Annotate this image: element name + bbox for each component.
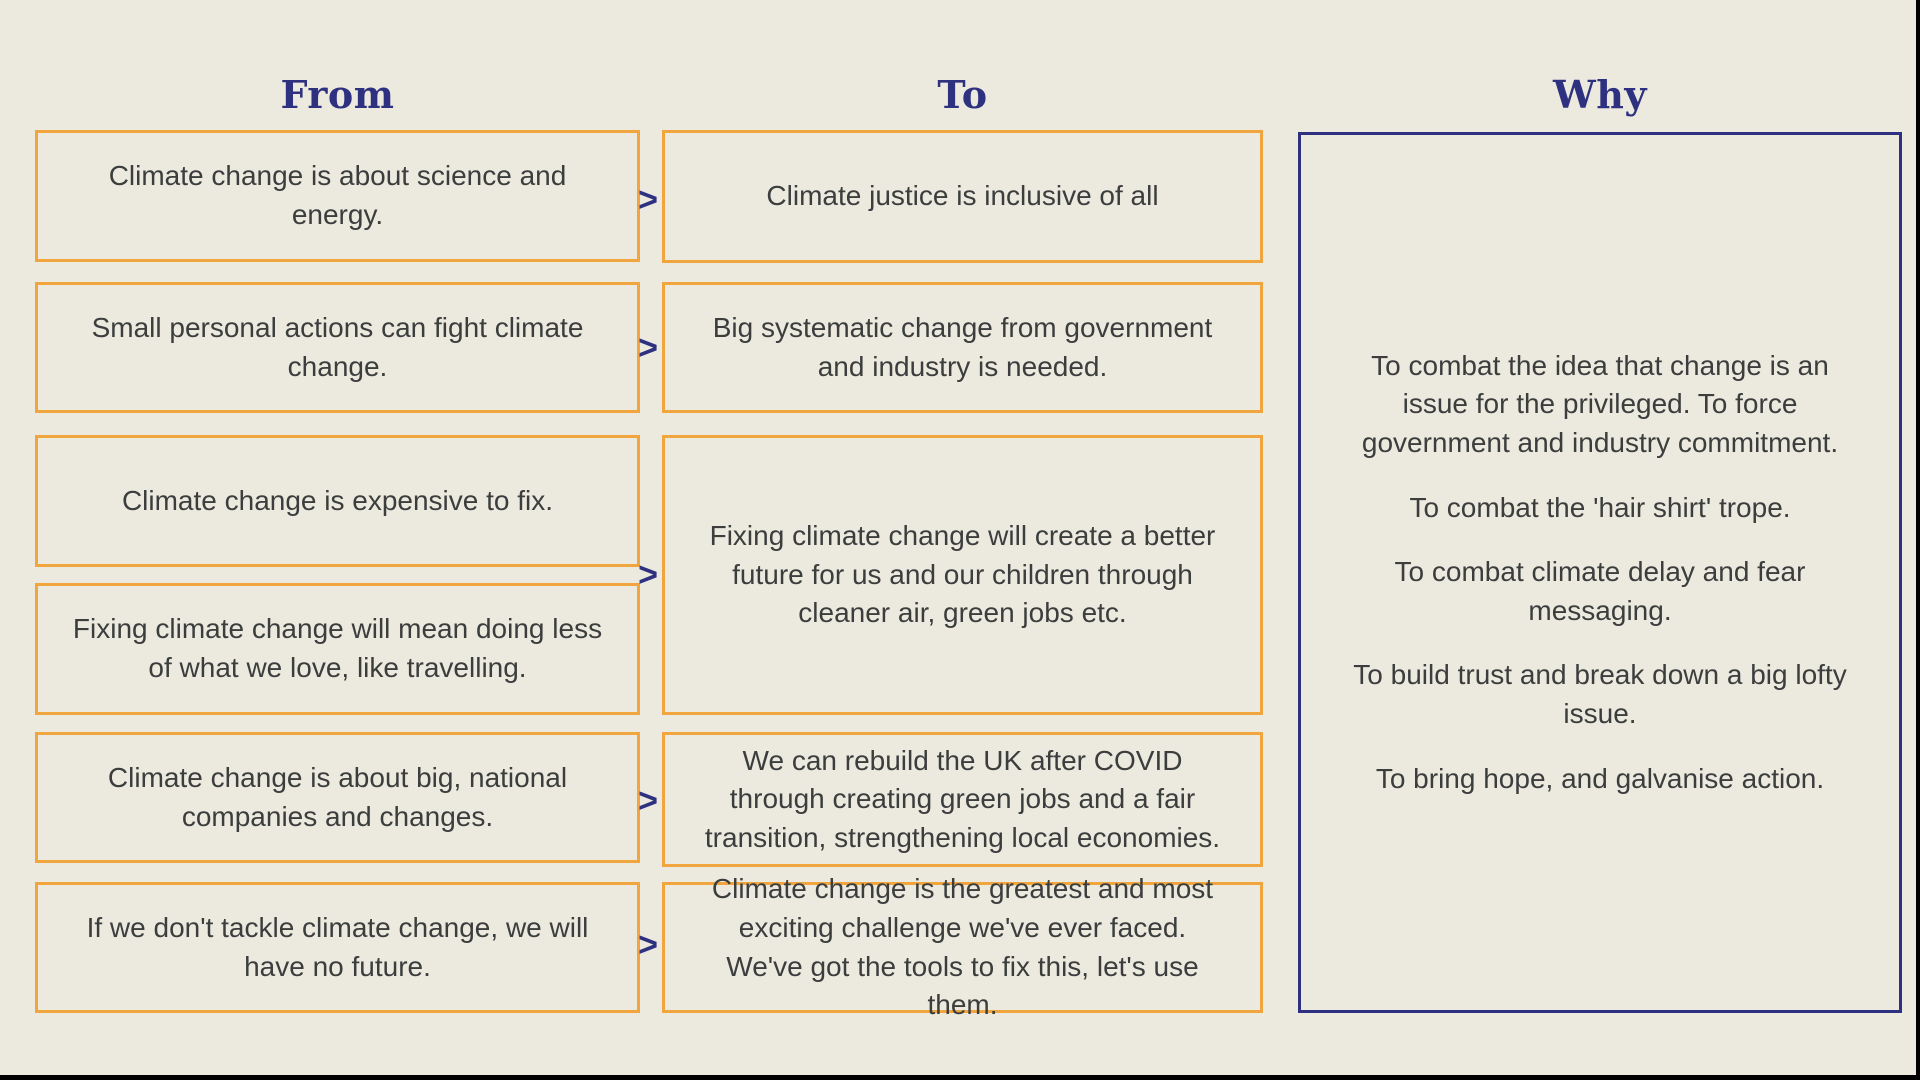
to-box-text: Fixing climate change will create a bett…	[709, 520, 1216, 629]
from-box-text: Fixing climate change will mean doing le…	[72, 613, 603, 683]
to-box-text: Climate change is the greatest and most …	[711, 873, 1214, 1021]
from-box-text: Climate change is expensive to fix.	[121, 484, 554, 516]
from-box-big-companies: Climate change is about big, national co…	[35, 732, 640, 863]
to-box-greatest-challenge: Climate change is the greatest and most …	[662, 873, 1263, 1020]
column-header-why: Why	[1553, 72, 1647, 117]
to-box-text: Climate justice is inclusive of all	[766, 180, 1159, 212]
to-box-text: We can rebuild the UK after COVID throug…	[704, 744, 1221, 853]
arrow-right-icon: >	[638, 329, 658, 367]
from-box-doing-less: Fixing climate change will mean doing le…	[35, 583, 640, 715]
from-box-text: If we don't tackle climate change, we wi…	[86, 911, 589, 982]
from-box-expensive: Climate change is expensive to fix.	[35, 435, 640, 567]
arrow-right-icon: >	[638, 556, 658, 594]
screen-edge-right	[1916, 0, 1920, 1080]
to-box-systematic-change: Big systematic change from government an…	[662, 282, 1263, 413]
from-box-science-energy: Climate change is about science and ener…	[35, 130, 640, 262]
from-box-no-future: If we don't tackle climate change, we wi…	[35, 882, 640, 1013]
to-box-text: Big systematic change from government an…	[712, 311, 1213, 382]
from-box-text: Climate change is about science and ener…	[108, 160, 567, 230]
arrow-right-icon: >	[638, 181, 658, 219]
why-point: To build trust and break down a big loft…	[1353, 659, 1847, 730]
why-box: To combat the idea that change is an iss…	[1298, 132, 1902, 1013]
arrow-right-icon: >	[638, 926, 658, 964]
to-box-better-future: Fixing climate change will create a bett…	[662, 435, 1263, 715]
to-box-climate-justice: Climate justice is inclusive of all	[662, 130, 1263, 263]
to-box-rebuild-uk: We can rebuild the UK after COVID throug…	[662, 732, 1263, 867]
column-header-from: From	[280, 72, 395, 117]
why-point: To bring hope, and galvanise action.	[1375, 762, 1825, 794]
from-box-text: Small personal actions can fight climate…	[91, 311, 584, 382]
column-header-to: To	[937, 72, 988, 117]
from-box-text: Climate change is about big, national co…	[107, 761, 568, 832]
why-point: To combat the 'hair shirt' trope.	[1409, 491, 1791, 523]
why-point: To combat climate delay and fear messagi…	[1394, 556, 1806, 626]
from-box-personal-actions: Small personal actions can fight climate…	[35, 282, 640, 413]
why-point: To combat the idea that change is an iss…	[1361, 349, 1839, 458]
screen-edge-bottom	[0, 1075, 1920, 1080]
arrow-right-icon: >	[638, 782, 658, 820]
